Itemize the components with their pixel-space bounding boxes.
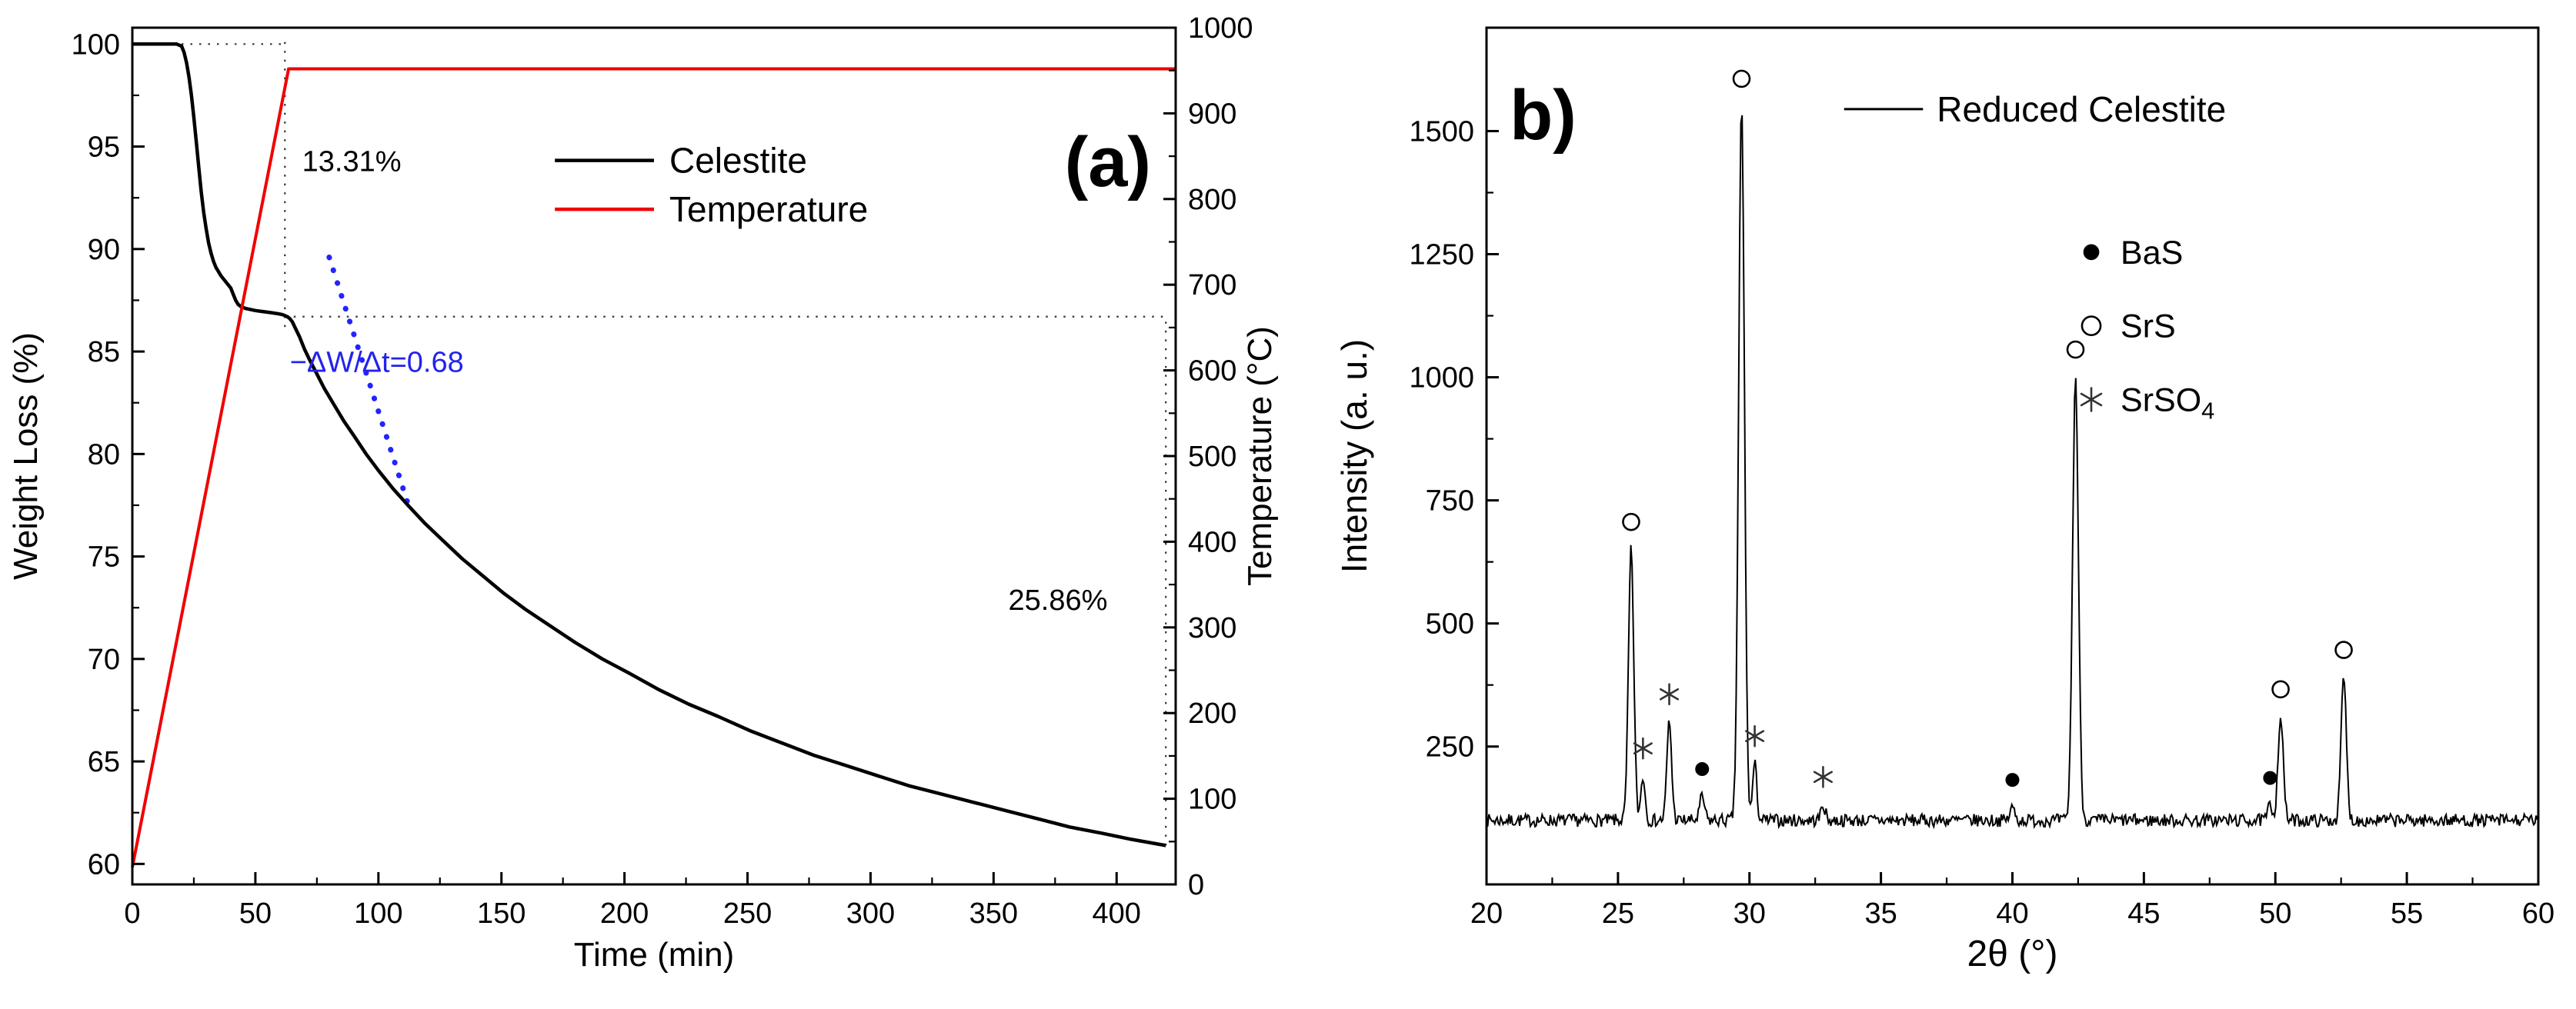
y-right-tick-label: 600 bbox=[1188, 355, 1236, 388]
x-tick-label: 100 bbox=[354, 897, 402, 930]
phase-label-srso4: SrSO4 bbox=[2121, 381, 2214, 424]
slope-guide-dotted-line bbox=[326, 254, 413, 514]
bas-dot-marker-icon bbox=[2263, 771, 2277, 785]
y-left-tick-label: 85 bbox=[88, 336, 120, 368]
y-tick-label: 1000 bbox=[1409, 362, 1474, 395]
srs-circle-marker-icon bbox=[1732, 69, 1751, 88]
bas-dot-marker-icon bbox=[2083, 244, 2100, 261]
xrd-trace-line bbox=[1486, 115, 2538, 830]
x-tick-label: 45 bbox=[2127, 897, 2160, 930]
phase-label-bas: BaS bbox=[2121, 235, 2183, 271]
series-celestite-line bbox=[132, 42, 1166, 847]
bas-dot-marker-icon bbox=[1695, 762, 1710, 777]
legend-label-reduced-celestite: Reduced Celestite bbox=[1937, 89, 2226, 129]
x-tick-label: 300 bbox=[846, 897, 895, 930]
x-tick-label: 35 bbox=[1864, 897, 1897, 930]
x-tick-label: 20 bbox=[1470, 897, 1503, 930]
plot-frame-a bbox=[131, 26, 1177, 886]
y-right-tick-label: 500 bbox=[1188, 441, 1236, 473]
y-left-tick-label: 100 bbox=[72, 28, 120, 61]
srs-circle-marker-icon bbox=[2271, 680, 2290, 699]
y-left-tick-label: 65 bbox=[88, 746, 120, 778]
y-right-axis-title: Temperature (°C) bbox=[1241, 326, 1279, 586]
y-right-tick-label: 800 bbox=[1188, 184, 1236, 216]
srso4-asterisk-marker-icon bbox=[1633, 737, 1653, 760]
y-left-tick-label: 75 bbox=[88, 541, 120, 574]
y-right-tick-label: 300 bbox=[1188, 612, 1236, 644]
srso4-asterisk-marker-icon bbox=[1659, 683, 1680, 706]
x-axis-title-a: Time (min) bbox=[574, 936, 735, 974]
y-left-tick-label: 80 bbox=[88, 438, 120, 471]
annotation-1: 25.86% bbox=[1009, 584, 1108, 617]
annotation-2: −ΔW/Δt=0.68 bbox=[290, 347, 464, 379]
x-tick-label: 25 bbox=[1602, 897, 1634, 930]
srs-circle-marker-icon bbox=[2080, 315, 2102, 337]
bas-dot-marker-icon bbox=[2005, 773, 2020, 788]
legend-label-celestite: Celestite bbox=[669, 141, 807, 181]
srso4-asterisk-marker-icon bbox=[2080, 387, 2103, 412]
y-right-tick-label: 1000 bbox=[1188, 12, 1253, 45]
panel-a-tga-chart: 0 50 100 150 200 250 300 350 400 60 65 70 75 80 85 90 95… bbox=[7, 12, 1279, 974]
y-right-tick-label: 0 bbox=[1188, 869, 1204, 901]
x-tick-label: 400 bbox=[1093, 897, 1141, 930]
srso4-asterisk-marker-icon bbox=[1745, 724, 1765, 748]
x-tick-label: 50 bbox=[239, 897, 272, 930]
y-axis-title-b: Intensity (a. u.) bbox=[1334, 339, 1374, 573]
y-left-tick-label: 90 bbox=[88, 234, 120, 266]
plot-frame-b bbox=[1485, 26, 2540, 886]
panel-label-b: b) bbox=[1510, 76, 1577, 155]
y-tick-label: 750 bbox=[1426, 485, 1474, 518]
srs-circle-marker-icon bbox=[2334, 641, 2353, 659]
series-temperature-line bbox=[131, 67, 1176, 868]
x-tick-label: 55 bbox=[2391, 897, 2423, 930]
x-tick-label: 30 bbox=[1733, 897, 1766, 930]
y-tick-label: 1500 bbox=[1409, 115, 1474, 148]
x-tick-label: 50 bbox=[2259, 897, 2291, 930]
y-left-tick-label: 95 bbox=[88, 132, 120, 164]
y-tick-label: 250 bbox=[1426, 731, 1474, 764]
x-tick-label: 40 bbox=[1996, 897, 2028, 930]
y-right-tick-label: 200 bbox=[1188, 698, 1236, 730]
y-tick-label: 500 bbox=[1426, 608, 1474, 641]
x-tick-label: 250 bbox=[723, 897, 772, 930]
x-tick-label: 150 bbox=[477, 897, 526, 930]
y-right-tick-label: 100 bbox=[1188, 784, 1236, 816]
x-axis-title-b: 2θ (°) bbox=[1967, 934, 2058, 974]
legend-label-temperature: Temperature bbox=[669, 189, 868, 229]
x-tick-label: 200 bbox=[600, 897, 649, 930]
y-left-axis-title: Weight Loss (%) bbox=[7, 332, 45, 580]
panel-label-a: (a) bbox=[1065, 123, 1151, 201]
y-right-tick-label: 900 bbox=[1188, 98, 1236, 130]
panel-b-xrd-chart: 20 25 30 35 40 45 50 55 60 250 500 750 1000 1250 1500 2… bbox=[1334, 26, 2554, 974]
y-left-tick-label: 70 bbox=[88, 644, 120, 676]
y-left-tick-label: 60 bbox=[88, 848, 120, 881]
x-tick-label: 60 bbox=[2522, 897, 2554, 930]
y-right-tick-label: 400 bbox=[1188, 526, 1236, 558]
srso4-asterisk-marker-icon bbox=[1813, 765, 1833, 788]
srs-circle-marker-icon bbox=[2066, 340, 2085, 359]
annotation-0: 13.31% bbox=[302, 146, 402, 178]
y-tick-label: 1250 bbox=[1409, 239, 1474, 271]
x-tick-label: 350 bbox=[969, 897, 1018, 930]
srs-circle-marker-icon bbox=[1622, 512, 1640, 531]
x-tick-label: 0 bbox=[124, 897, 140, 930]
y-right-tick-label: 700 bbox=[1188, 269, 1236, 301]
phase-label-srs: SrS bbox=[2121, 308, 2176, 345]
